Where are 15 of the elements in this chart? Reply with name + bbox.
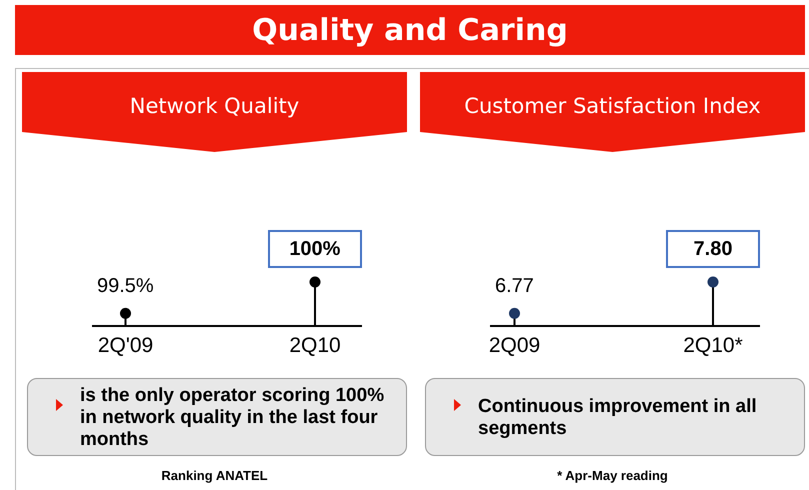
x-tick-label: 2Q09	[488, 334, 540, 357]
data-label: 99.5%	[97, 275, 154, 297]
text: is the only operator scoring 100% in network quality in the last four months	[27, 378, 407, 456]
x-tick-label: 2Q10*	[683, 334, 743, 357]
chart-title: Customer Satisfaction Index	[420, 72, 805, 152]
data-label: 6.77	[495, 275, 534, 297]
data-label: 100%	[289, 238, 341, 260]
data-label: 7.80	[694, 238, 732, 260]
text: Continuous improvement in all segments	[425, 378, 805, 456]
x-tick-label: 2Q'09	[98, 334, 154, 357]
text: Ranking ANATEL	[160, 468, 269, 483]
text: * Apr-May reading	[556, 468, 669, 483]
text: Quality and Caring	[15, 5, 805, 55]
chart-title: Network Quality	[22, 72, 407, 152]
x-tick-label: 2Q10	[289, 334, 341, 357]
